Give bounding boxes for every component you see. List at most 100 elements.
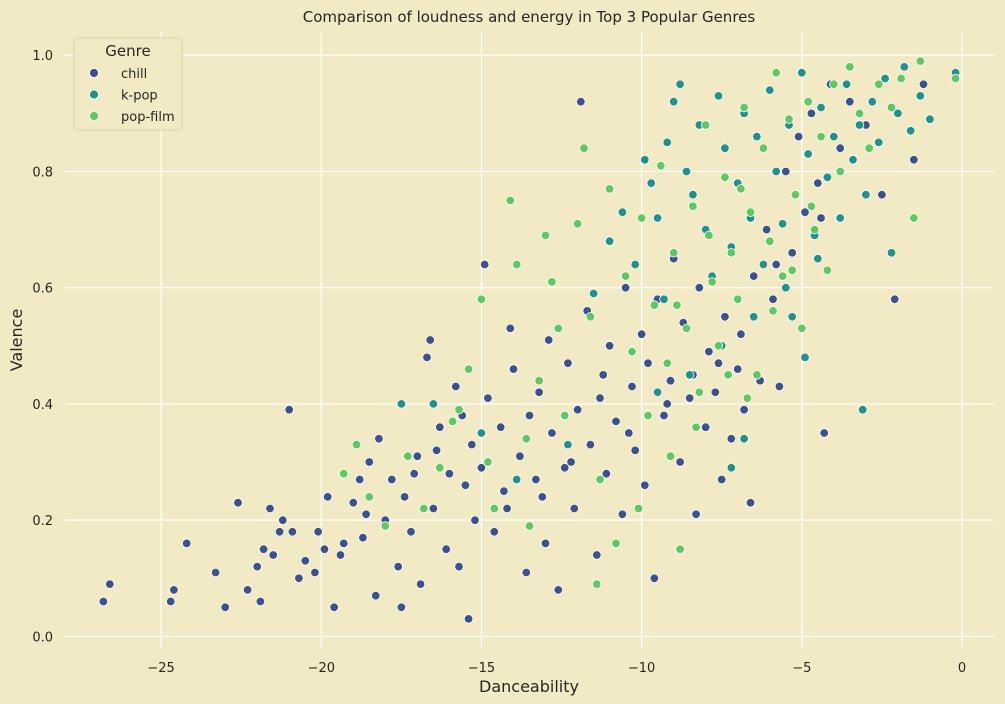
data-point [736, 329, 746, 339]
data-point [829, 79, 839, 90]
data-point [540, 230, 551, 241]
data-point [774, 381, 785, 392]
data-point [899, 62, 910, 72]
data-point [781, 166, 791, 177]
data-point [409, 469, 419, 479]
data-point [537, 492, 548, 502]
data-point [319, 544, 330, 554]
legend-item-k-pop: k-pop [89, 89, 158, 104]
data-point [300, 556, 311, 566]
data-point [771, 259, 781, 270]
data-point [742, 393, 753, 403]
data-point [713, 341, 724, 351]
data-point [476, 428, 487, 438]
data-point [758, 143, 769, 153]
data-point [752, 370, 762, 380]
data-point [845, 96, 855, 107]
x-tick-label: −5 [792, 661, 811, 676]
data-point [476, 463, 487, 473]
data-point [806, 108, 817, 119]
data-point [854, 120, 865, 130]
data-point [777, 219, 788, 229]
data-point [355, 474, 365, 485]
data-point [685, 370, 695, 380]
data-point [534, 387, 544, 398]
data-point [284, 405, 294, 415]
data-point [553, 323, 564, 334]
data-point [563, 358, 573, 368]
data-point [761, 224, 772, 235]
data-point [736, 184, 746, 194]
data-point [713, 358, 724, 368]
y-tick-labels: 0.0 0.2 0.4 0.6 0.8 1.0 [32, 49, 53, 645]
data-point [800, 207, 810, 217]
data-point [435, 463, 445, 473]
legend-box [73, 37, 183, 131]
data-point [636, 213, 647, 223]
data-point [572, 219, 583, 229]
data-point [675, 79, 685, 90]
data-point [918, 79, 929, 90]
data-point [784, 114, 794, 124]
data-point [813, 178, 823, 188]
data-point [278, 515, 288, 525]
data-point [630, 445, 640, 456]
data-point [704, 346, 714, 357]
data-point [447, 416, 458, 427]
data-point [563, 439, 573, 450]
data-point [572, 405, 583, 415]
data-point [252, 561, 262, 572]
data-point [829, 131, 839, 142]
data-point [659, 410, 669, 421]
data-point [374, 434, 384, 444]
data-point [348, 498, 359, 508]
data-point [733, 364, 743, 374]
data-point [505, 195, 516, 206]
data-point [733, 294, 743, 305]
data-point [643, 358, 653, 368]
data-point [483, 457, 493, 467]
data-point [672, 300, 682, 310]
data-point [659, 294, 669, 305]
data-point [688, 201, 698, 212]
data-point [652, 387, 663, 398]
data-point [880, 73, 890, 84]
data-point [576, 96, 586, 107]
data-point [620, 283, 631, 293]
data-point [688, 189, 698, 200]
data-point [726, 434, 737, 444]
data-point [396, 399, 407, 409]
data-point [906, 126, 916, 136]
data-point [335, 550, 346, 560]
data-point [595, 393, 605, 403]
data-point [643, 410, 653, 421]
data-point [739, 405, 749, 415]
data-point [787, 248, 797, 258]
data-point [242, 585, 253, 595]
data-point [547, 277, 557, 287]
data-point [893, 108, 903, 119]
data-point [768, 294, 778, 305]
data-point [339, 538, 349, 549]
data-point [412, 451, 423, 461]
data-point [864, 143, 874, 153]
data-point [521, 567, 532, 578]
data-point [403, 451, 413, 461]
data-point [841, 79, 852, 90]
data-point [886, 248, 897, 258]
data-point [816, 213, 826, 223]
data-point [620, 271, 631, 281]
data-point [797, 67, 807, 78]
data-point [98, 596, 109, 607]
data-point [422, 352, 432, 363]
data-point [896, 73, 906, 84]
data-point [358, 532, 368, 543]
data-point [713, 91, 724, 101]
data-point [662, 399, 672, 409]
data-point [701, 120, 711, 130]
data-point [387, 474, 397, 485]
data-point [720, 143, 730, 153]
data-point [813, 253, 823, 264]
data-point [681, 166, 692, 177]
data-point [640, 480, 650, 491]
